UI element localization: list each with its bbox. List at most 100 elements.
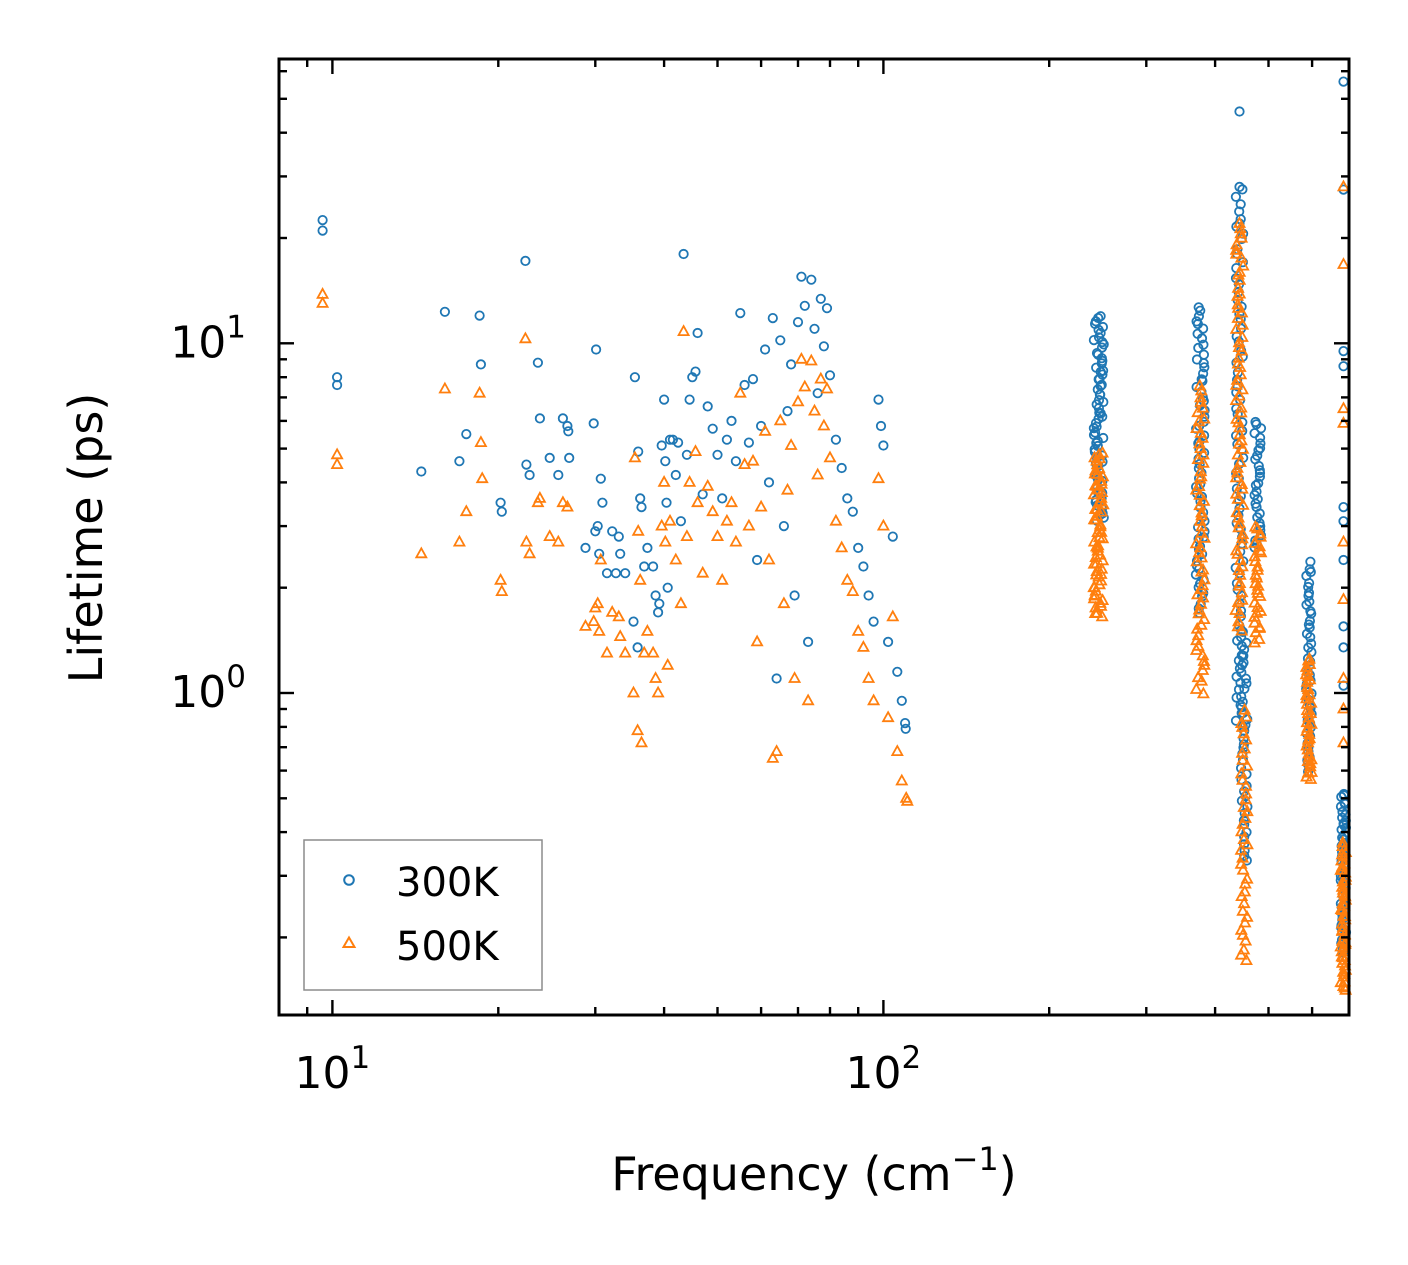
point-300k-61 [684, 394, 695, 405]
point-500k-312 [1238, 915, 1252, 928]
point-500k-217 [1196, 447, 1210, 460]
point-300k-96 [818, 341, 830, 352]
point-500k-85 [811, 467, 825, 480]
point-300k-322 [1234, 206, 1245, 217]
point-300k-65 [697, 489, 708, 500]
point-500k-294 [1231, 281, 1245, 293]
point-500k-344 [1239, 709, 1253, 722]
point-300k-8 [474, 310, 485, 321]
point-500k-251 [1233, 516, 1247, 529]
point-300k-59 [678, 248, 689, 260]
point-500k-154 [1095, 485, 1109, 498]
point-500k-105 [900, 793, 914, 806]
point-500k-288 [1231, 311, 1245, 323]
point-300k-69 [717, 493, 728, 504]
point-500k-394 [1304, 716, 1318, 729]
point-500k-291 [1231, 297, 1245, 310]
point-500k-98 [871, 471, 886, 484]
point-500k-70 [758, 423, 772, 436]
point-300k-70 [721, 434, 733, 445]
point-500k-9 [474, 435, 488, 448]
point-300k-113 [896, 695, 907, 706]
point-500k-48 [663, 513, 677, 526]
point-500k-326 [1234, 824, 1249, 837]
point-300k-71 [726, 415, 737, 426]
point-500k-49 [669, 552, 683, 565]
point-500k-102 [890, 744, 904, 756]
point-300k-381 [1253, 478, 1264, 489]
point-500k-54 [688, 444, 703, 457]
point-500k-185 [1197, 612, 1211, 624]
point-500k-74 [773, 413, 787, 426]
point-300k-91 [802, 636, 814, 648]
point-300k-391 [1255, 432, 1266, 443]
point-300k-15 [532, 357, 544, 368]
point-500k-244 [1233, 553, 1248, 565]
point-500k-66 [742, 518, 756, 531]
legend-marker-500k [341, 935, 357, 948]
point-300k-146 [1090, 427, 1101, 438]
point-500k-12 [495, 584, 509, 596]
point-500k-7 [459, 504, 473, 517]
point-500k-127 [1087, 556, 1101, 569]
point-500k-5 [438, 381, 452, 394]
point-500k-336 [1240, 758, 1254, 771]
point-500k-89 [823, 450, 837, 463]
point-300k-57 [672, 437, 684, 448]
point-300k-76 [747, 373, 759, 385]
point-500k-184 [1194, 617, 1208, 630]
point-500k-15 [523, 546, 537, 559]
point-500k-77 [784, 438, 798, 450]
point-500k-302 [1230, 237, 1244, 250]
point-300k-3 [331, 379, 343, 391]
data-points-layer [316, 76, 1353, 995]
point-500k-311 [1234, 922, 1248, 935]
point-500k-337 [1236, 752, 1250, 765]
point-500k-347 [1252, 632, 1266, 644]
point-500k-58 [706, 504, 720, 517]
point-500k-3 [330, 457, 344, 470]
point-500k-254 [1236, 498, 1250, 510]
point-300k-23 [580, 542, 591, 554]
point-300k-31 [601, 568, 613, 579]
point-500k-100 [881, 710, 895, 723]
point-500k-375 [1248, 519, 1262, 532]
point-500k-32 [618, 645, 632, 658]
y-tick-label-10: 101 [170, 309, 246, 368]
axis-tick-labels: 101 102 100 101 [170, 309, 921, 1099]
point-500k-246 [1229, 543, 1243, 556]
point-500k-376 [1304, 772, 1318, 784]
point-500k-99 [876, 518, 890, 531]
y-tick-label-1: 100 [170, 659, 246, 718]
point-500k-471 [1232, 216, 1247, 228]
point-500k-313 [1240, 910, 1254, 922]
point-300k-173 [1091, 347, 1103, 359]
point-500k-62 [724, 495, 739, 508]
point-300k-355 [1239, 683, 1250, 694]
point-500k-475 [1336, 416, 1351, 428]
point-500k-6 [452, 534, 466, 547]
point-300k-423 [1306, 638, 1317, 649]
point-500k-480 [1336, 735, 1351, 748]
point-500k-435 [1335, 933, 1349, 946]
point-500k-330 [1237, 800, 1251, 812]
point-500k-219 [1192, 436, 1206, 449]
point-300k-93 [809, 323, 820, 334]
point-500k-332 [1239, 786, 1253, 799]
point-300k-144 [1098, 432, 1109, 444]
point-300k-63 [690, 366, 701, 377]
point-300k-242 [1198, 339, 1209, 350]
point-500k-211 [1192, 479, 1206, 492]
point-500k-160 [1096, 469, 1110, 482]
point-300k-4 [416, 466, 427, 477]
point-300k-20 [562, 420, 573, 432]
point-300k-87 [789, 590, 800, 601]
point-500k-423 [1336, 965, 1350, 977]
point-500k-96 [862, 671, 876, 683]
point-500k-83 [804, 353, 818, 366]
point-500k-88 [820, 381, 834, 394]
point-300k-9 [475, 359, 486, 370]
point-500k-258 [1235, 477, 1249, 490]
point-300k-159 [1095, 389, 1106, 400]
point-500k-206 [1195, 505, 1209, 518]
